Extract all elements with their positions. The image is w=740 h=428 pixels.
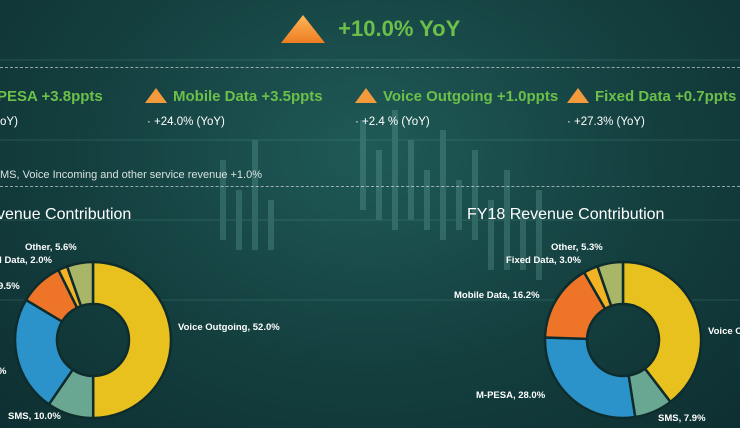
slice-label: Other, 5.6% (25, 242, 77, 253)
metric-sub: · +24.0% (YoY) (147, 116, 225, 128)
slice-label: % (0, 366, 7, 377)
donut-slice (13, 298, 75, 407)
metric-label: Mobile Data +3.5ppts (173, 88, 323, 105)
metric-sub: oY) (0, 116, 18, 128)
donut-slice (91, 260, 173, 420)
metric-fixed-data: Fixed Data +0.7ppts (567, 88, 736, 105)
slice-label: Voice Outgoing, 52.0% (178, 322, 280, 333)
slice-label: SMS, 7.9% (658, 413, 706, 424)
slice-label: Mobile Data, 16.2% (454, 290, 540, 301)
chart-title-right: FY18 Revenue Contribution (467, 206, 665, 223)
divider-top (0, 67, 740, 68)
up-triangle-icon (355, 88, 377, 103)
metric-label: Voice Outgoing +1.0ppts (383, 88, 559, 105)
up-triangle-icon (280, 15, 325, 43)
slice-label: Voice O (708, 326, 740, 337)
divider-bottom (0, 186, 740, 187)
slice-label: Other, 5.3% (551, 242, 603, 253)
metric-mpesa: PESA +3.8ppts (0, 88, 103, 105)
chart-title-left: venue Contribution (0, 206, 132, 223)
donut-slice (595, 260, 625, 308)
donut-slice (65, 260, 95, 308)
donut-slice (621, 260, 703, 404)
headline-value: +10.0% YoY (338, 16, 461, 41)
slice-label: 9.5% (0, 281, 20, 292)
metric-sub: · +27.3% (YoY) (567, 116, 645, 128)
other-revenue-note: MS, Voice Incoming and other service rev… (0, 169, 263, 181)
metric-label: Fixed Data +0.7ppts (595, 88, 737, 105)
slice-label: SMS, 10.0% (8, 411, 61, 422)
slice-label: M-PESA, 28.0% (476, 390, 546, 401)
headline: +10.0% YoY (0, 14, 740, 44)
metric-voice-outgoing: Voice Outgoing +1.0ppts (355, 88, 558, 105)
up-triangle-icon (145, 88, 167, 103)
metric-sub: · +2.4 % (YoY) (355, 116, 430, 128)
metric-mobile-data: Mobile Data +3.5ppts (145, 88, 323, 105)
slice-label: d Data, 2.0% (0, 255, 53, 266)
up-triangle-icon (567, 88, 589, 103)
donut-slice (543, 336, 637, 420)
metric-label: PESA +3.8ppts (0, 88, 103, 105)
slice-label: Fixed Data, 3.0% (506, 255, 582, 266)
